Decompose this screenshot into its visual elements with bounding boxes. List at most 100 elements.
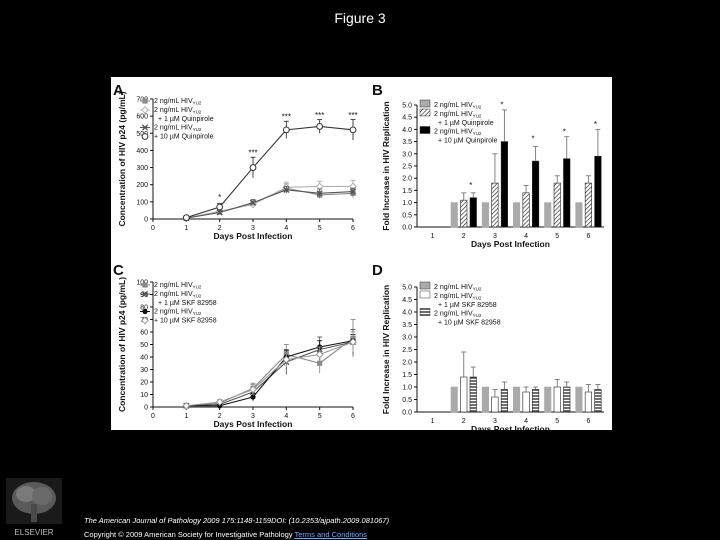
panel-c-data-point bbox=[215, 398, 224, 406]
panel-a-significance-mark: *** bbox=[248, 149, 257, 158]
panel-a-series-line bbox=[186, 189, 354, 219]
panel-b-label: B bbox=[372, 82, 383, 99]
panel-a-y-tick-label: 0 bbox=[144, 217, 148, 224]
panel-a-significance-mark: * bbox=[218, 193, 221, 202]
panel-c-legend-marker bbox=[142, 282, 148, 288]
panel-d-bar bbox=[584, 391, 592, 413]
panel-a-y-tick-label: 600 bbox=[136, 114, 148, 121]
panel-d-bar bbox=[500, 389, 508, 413]
panel-b-x-tick-label: 4 bbox=[524, 233, 528, 240]
panel-d-bar bbox=[513, 386, 521, 413]
panel-c-y-tick-label: 50 bbox=[140, 342, 148, 349]
panel-a-x-tick-label: 6 bbox=[351, 225, 355, 232]
panel-a-legend-entry: 2 ng/mL HIVYU2 + 1 µM Quinpirole bbox=[154, 107, 214, 123]
panel-a-significance-mark: *** bbox=[348, 111, 357, 120]
panel-c-legend-marker bbox=[141, 316, 149, 325]
panel-d-legend-swatch bbox=[419, 281, 431, 290]
panel-b-y-tick-label: 5.0 bbox=[402, 103, 412, 110]
panel-a-legend-marker bbox=[141, 106, 149, 114]
panel-a-data-point bbox=[316, 190, 323, 197]
panel-d-y-tick-label: 4.0 bbox=[402, 310, 412, 317]
figure-panel: A 0 100 200 300 400 500 600 700 Concentration of … bbox=[111, 77, 612, 430]
panel-c-x-tick-label: 4 bbox=[284, 413, 288, 420]
panel-a-y-tick-label: 200 bbox=[136, 182, 148, 189]
panel-c-y-tick-label: 40 bbox=[140, 355, 148, 362]
panel-b-y-tick-label: 2.5 bbox=[402, 164, 412, 171]
panel-b-bar bbox=[513, 202, 521, 228]
panel-b-legend-entry: 2 ng/mL HIVYU2 bbox=[434, 102, 482, 110]
panel-c-data-point bbox=[349, 338, 357, 346]
panel-b-significance-mark: * bbox=[594, 120, 597, 129]
panel-d-x-tick-label: 1 bbox=[431, 418, 435, 425]
copyright-line: Copyright © 2009 American Society for In… bbox=[84, 530, 367, 539]
panel-c-legend-marker bbox=[142, 308, 148, 315]
panel-a-legend-entry: 2 ng/mL HIVYU2 bbox=[154, 98, 202, 106]
panel-d-x-label: Days Post Infection bbox=[471, 424, 550, 430]
panel-a-label: A bbox=[113, 82, 124, 99]
panel-b-significance-mark: * bbox=[563, 169, 566, 178]
panel-a-data-point bbox=[349, 188, 357, 195]
panel-d-bar bbox=[450, 386, 458, 413]
panel-c-y-tick-label: 0 bbox=[144, 405, 148, 412]
panel-b-legend-swatch bbox=[419, 108, 431, 117]
panel-a-y-tick-label: 400 bbox=[136, 148, 148, 155]
panel-b-y-tick-label: 1.5 bbox=[402, 188, 412, 195]
panel-d-legend-swatch bbox=[419, 308, 431, 316]
panel-a-x-tick-label: 4 bbox=[284, 225, 288, 232]
panel-a-legend-marker bbox=[142, 98, 148, 104]
panel-d-y-tick-label: 3.0 bbox=[402, 335, 412, 342]
panel-a-x-tick-label: 2 bbox=[218, 225, 222, 232]
panel-d-bar bbox=[553, 386, 561, 413]
panel-c-x-tick-label: 0 bbox=[151, 413, 155, 420]
panel-b-bar bbox=[460, 199, 468, 228]
citation-text: The American Journal of Pathology 2009 1… bbox=[84, 516, 390, 525]
panel-c-x-tick-label: 6 bbox=[351, 413, 355, 420]
panel-a-legend-marker bbox=[141, 124, 149, 131]
panel-c-data-point bbox=[250, 394, 256, 400]
panel-a-data-point bbox=[316, 123, 324, 130]
panel-d-bar bbox=[460, 376, 468, 413]
panel-b-x-label: Days Post Infection bbox=[471, 239, 550, 249]
panel-c-data-point bbox=[317, 360, 323, 366]
panel-a-y-tick-label: 700 bbox=[136, 97, 148, 104]
panel-d-legend-entry: 2 ng/mL HIVYU2 + 10 µM SKF 82958 bbox=[434, 311, 501, 327]
panel-b-x-tick-label: 3 bbox=[493, 233, 497, 240]
panel-b-y-tick-label: 3.0 bbox=[402, 151, 412, 158]
panel-b-x-tick-label: 1 bbox=[431, 233, 435, 240]
panel-d-y-tick-label: 0.0 bbox=[402, 410, 412, 417]
panel-a-data-point bbox=[182, 214, 190, 222]
panel-c-x-tick-label: 3 bbox=[251, 413, 255, 420]
panel-c-data-point bbox=[182, 401, 191, 410]
publisher-logo-text: ELSEVIER bbox=[14, 528, 53, 537]
panel-b-x-tick-label: 6 bbox=[586, 233, 590, 240]
panel-c-y-tick-label: 100 bbox=[136, 280, 148, 287]
panel-d-bar bbox=[575, 386, 583, 413]
panel-c-legend-entry: + 10 µM SKF 82958 bbox=[154, 318, 217, 325]
panel-c-data-point bbox=[249, 385, 257, 394]
panel-d-y-label: Fold Increase in HIV Replication bbox=[381, 285, 391, 414]
panel-b-bar bbox=[491, 182, 499, 228]
panel-a-legend-entry: + 10 µM Quinpirole bbox=[154, 134, 214, 141]
panel-b-y-tick-label: 0.0 bbox=[402, 225, 412, 232]
copyright-text: Copyright © 2009 American Society for In… bbox=[84, 530, 293, 539]
panel-b-bar bbox=[584, 182, 592, 228]
panel-c-x-tick-label: 2 bbox=[218, 413, 222, 420]
panel-b-bar bbox=[481, 202, 489, 228]
panel-c-y-tick-label: 20 bbox=[140, 380, 148, 387]
panel-b-bar bbox=[575, 202, 583, 228]
panel-c-legend-entry: 2 ng/mL HIVYU2 bbox=[154, 282, 202, 290]
panel-b-x-tick-label: 5 bbox=[555, 233, 559, 240]
panel-c-y-tick-label: 60 bbox=[140, 330, 148, 337]
panel-d-x-tick-label: 5 bbox=[555, 418, 559, 425]
panel-d-y-tick-label: 1.5 bbox=[402, 372, 412, 379]
panel-d-y-tick-label: 5.0 bbox=[402, 285, 412, 292]
panel-b-bar bbox=[469, 197, 477, 228]
panel-c-data-point bbox=[315, 350, 324, 359]
elsevier-tree-logo: ELSEVIER bbox=[6, 478, 62, 537]
terms-link[interactable]: Terms and Conditions bbox=[294, 530, 368, 539]
panel-b-bar bbox=[522, 192, 530, 228]
panel-a-y-tick-label: 100 bbox=[136, 199, 148, 206]
panel-b-y-label: Fold Increase in HIV Replication bbox=[381, 101, 391, 230]
panel-b-bar bbox=[544, 202, 552, 228]
panel-d-bar bbox=[532, 389, 540, 413]
